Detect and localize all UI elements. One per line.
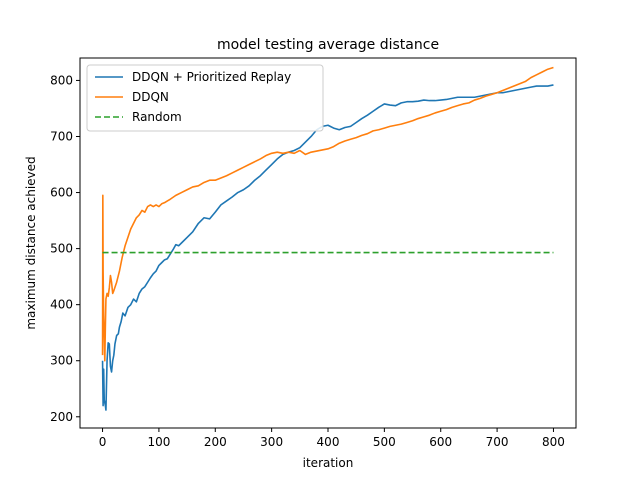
series-line-1 xyxy=(101,84,554,411)
y-tick-label: 800 xyxy=(50,73,73,87)
series-line-2 xyxy=(101,66,554,362)
legend: DDQN + Prioritized Replay DDQN Random xyxy=(86,64,324,132)
y-tick-label: 700 xyxy=(50,129,73,143)
x-axis-label: iteration xyxy=(303,456,354,470)
y-tick-label: 200 xyxy=(50,410,73,424)
legend-label-1: DDQN + Prioritized Replay xyxy=(132,70,291,84)
y-tick-label: 600 xyxy=(50,186,73,200)
y-tick-label: 300 xyxy=(50,354,73,368)
x-tick-label: 800 xyxy=(542,435,565,449)
x-tick-label: 300 xyxy=(260,435,283,449)
y-axis-ticks: 200 300 400 500 600 700 800 xyxy=(50,73,80,424)
x-tick-label: 0 xyxy=(99,435,107,449)
y-axis-label: maximum distance achieved xyxy=(24,156,38,329)
x-tick-label: 600 xyxy=(429,435,452,449)
x-axis-ticks: 0 100 200 300 400 500 600 700 800 xyxy=(99,428,565,449)
x-tick-label: 700 xyxy=(486,435,509,449)
y-tick-label: 500 xyxy=(50,242,73,256)
x-tick-label: 500 xyxy=(373,435,396,449)
legend-label-3: Random xyxy=(132,110,182,124)
y-tick-label: 400 xyxy=(50,298,73,312)
series-layer xyxy=(101,66,554,411)
x-tick-label: 200 xyxy=(204,435,227,449)
chart-title: model testing average distance xyxy=(217,37,439,53)
legend-label-2: DDQN xyxy=(132,90,169,104)
x-tick-label: 100 xyxy=(147,435,170,449)
legend-box xyxy=(86,64,324,132)
x-tick-label: 400 xyxy=(317,435,340,449)
